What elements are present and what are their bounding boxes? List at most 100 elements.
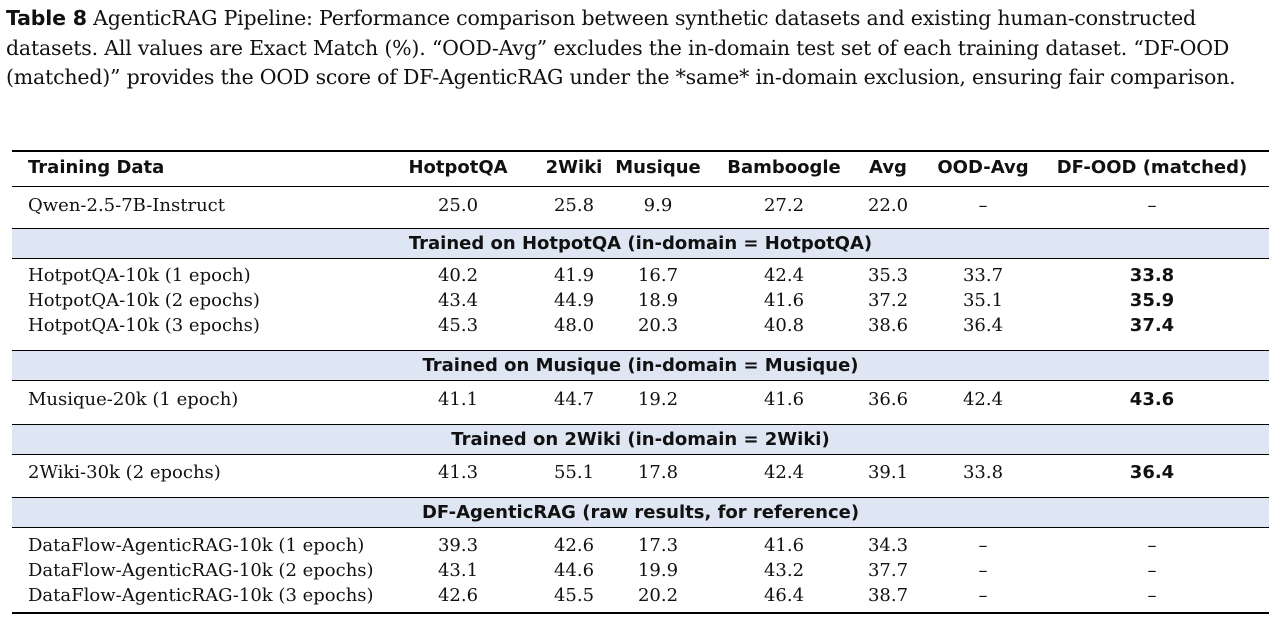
- section-rule: [12, 497, 1269, 498]
- data-row-cell: 17.3: [637, 535, 679, 556]
- column-header: Avg: [869, 157, 907, 178]
- data-row-cell: 37.2: [867, 290, 909, 311]
- data-row-cell: 41.6: [763, 535, 805, 556]
- baseline-row-cell: 9.9: [643, 195, 673, 216]
- data-row-cell: 42.6: [553, 535, 595, 556]
- data-row-cell: 34.3: [867, 535, 909, 556]
- baseline-row-cell: 22.0: [867, 195, 909, 216]
- data-row-cell: 39.3: [437, 535, 479, 556]
- data-row-cell: 37.7: [867, 560, 909, 581]
- data-row-cell: 20.3: [637, 315, 679, 336]
- data-row-cell: 35.1: [962, 290, 1004, 311]
- data-row-cell: 41.1: [437, 389, 479, 410]
- data-row-label: Musique-20k (1 epoch): [28, 389, 239, 410]
- data-row-cell: 35.9: [1129, 290, 1175, 311]
- section-rule: [12, 228, 1269, 229]
- section-rule: [12, 424, 1269, 425]
- data-row-cell: 43.6: [1129, 389, 1175, 410]
- section-band: [12, 229, 1269, 258]
- section-rule: [12, 527, 1269, 528]
- data-row-label: HotpotQA-10k (2 epochs): [28, 290, 260, 311]
- data-row-label: 2Wiki-30k (2 epochs): [28, 462, 221, 483]
- data-row-cell: 42.4: [763, 462, 805, 483]
- data-row-cell: 42.4: [763, 265, 805, 286]
- data-row-cell: 33.8: [962, 462, 1004, 483]
- data-row-cell: 43.4: [437, 290, 479, 311]
- data-row-cell: 36.6: [867, 389, 909, 410]
- data-row-cell: 16.7: [637, 265, 679, 286]
- data-row-cell: 41.6: [763, 290, 805, 311]
- data-row-cell: 17.8: [637, 462, 679, 483]
- caption-label: Table 8: [6, 6, 87, 30]
- caption-text: AgenticRAG Pipeline: Performance compari…: [6, 6, 1236, 89]
- baseline-row-cell: 25.0: [437, 195, 479, 216]
- section-title: Trained on 2Wiki (in-domain = 2Wiki): [451, 429, 830, 450]
- section-title: Trained on HotpotQA (in-domain = HotpotQ…: [408, 233, 873, 254]
- data-row-cell: 19.9: [637, 560, 679, 581]
- data-row-cell: 45.3: [437, 315, 479, 336]
- data-row-cell: –: [978, 585, 988, 606]
- data-row-cell: –: [1147, 585, 1157, 606]
- column-header: 2Wiki: [545, 157, 603, 178]
- section-rule: [12, 454, 1269, 455]
- data-row-cell: 41.9: [553, 265, 595, 286]
- data-row-cell: 38.6: [867, 315, 909, 336]
- data-row-cell: 46.4: [763, 585, 805, 606]
- data-row-cell: 35.3: [867, 265, 909, 286]
- data-row-cell: 36.4: [1129, 462, 1175, 483]
- table-caption: Table 8 AgenticRAG Pipeline: Performance…: [6, 4, 1274, 93]
- data-row-cell: 40.8: [763, 315, 805, 336]
- data-row-cell: 48.0: [553, 315, 595, 336]
- data-row-cell: 33.7: [962, 265, 1004, 286]
- section-rule: [12, 380, 1269, 381]
- data-row-cell: 44.6: [553, 560, 595, 581]
- baseline-row-label: Qwen-2.5-7B-Instruct: [28, 195, 225, 216]
- baseline-row-cell: 27.2: [763, 195, 805, 216]
- data-row-cell: 41.6: [763, 389, 805, 410]
- data-row-cell: 42.4: [962, 389, 1004, 410]
- data-row-cell: 43.1: [437, 560, 479, 581]
- column-header: DF-OOD (matched): [1056, 157, 1248, 178]
- section-title: DF-AgenticRAG (raw results, for referenc…: [421, 502, 860, 523]
- data-row-cell: 40.2: [437, 265, 479, 286]
- data-row-cell: 44.7: [553, 389, 595, 410]
- data-row-label: HotpotQA-10k (3 epochs): [28, 315, 260, 336]
- section-title: Trained on Musique (in-domain = Musique): [422, 355, 859, 376]
- data-row-cell: 55.1: [553, 462, 595, 483]
- section-rule: [12, 258, 1269, 259]
- data-row-cell: 45.5: [553, 585, 595, 606]
- table-bottom-rule: [12, 612, 1269, 614]
- section-band: [12, 498, 1269, 527]
- data-row-cell: –: [978, 535, 988, 556]
- data-row-cell: 38.7: [867, 585, 909, 606]
- data-row-cell: 39.1: [867, 462, 909, 483]
- section-band: [12, 425, 1269, 454]
- data-row-cell: 43.2: [763, 560, 805, 581]
- data-row-cell: –: [1147, 535, 1157, 556]
- data-row-label: DataFlow-AgenticRAG-10k (1 epoch): [28, 535, 365, 556]
- data-row-cell: 33.8: [1129, 265, 1175, 286]
- column-header: HotpotQA: [408, 157, 508, 178]
- column-header: Training Data: [28, 157, 165, 178]
- data-row-label: DataFlow-AgenticRAG-10k (3 epochs): [28, 585, 374, 606]
- column-header: OOD-Avg: [937, 157, 1029, 178]
- section-band: [12, 351, 1269, 380]
- baseline-row-cell: –: [1147, 195, 1157, 216]
- data-row-cell: 36.4: [962, 315, 1004, 336]
- data-row-label: DataFlow-AgenticRAG-10k (2 epochs): [28, 560, 374, 581]
- data-row-cell: 37.4: [1129, 315, 1175, 336]
- baseline-row-cell: –: [978, 195, 988, 216]
- column-header: Musique: [615, 157, 701, 178]
- data-row-label: HotpotQA-10k (1 epoch): [28, 265, 251, 286]
- data-row-cell: 20.2: [637, 585, 679, 606]
- data-row-cell: 42.6: [437, 585, 479, 606]
- data-row-cell: 41.3: [437, 462, 479, 483]
- table-top-rule: [12, 150, 1269, 152]
- header-rule: [12, 186, 1269, 187]
- data-row-cell: –: [978, 560, 988, 581]
- data-row-cell: 18.9: [637, 290, 679, 311]
- data-row-cell: 44.9: [553, 290, 595, 311]
- baseline-row-cell: 25.8: [553, 195, 595, 216]
- section-rule: [12, 350, 1269, 351]
- data-row-cell: 19.2: [637, 389, 679, 410]
